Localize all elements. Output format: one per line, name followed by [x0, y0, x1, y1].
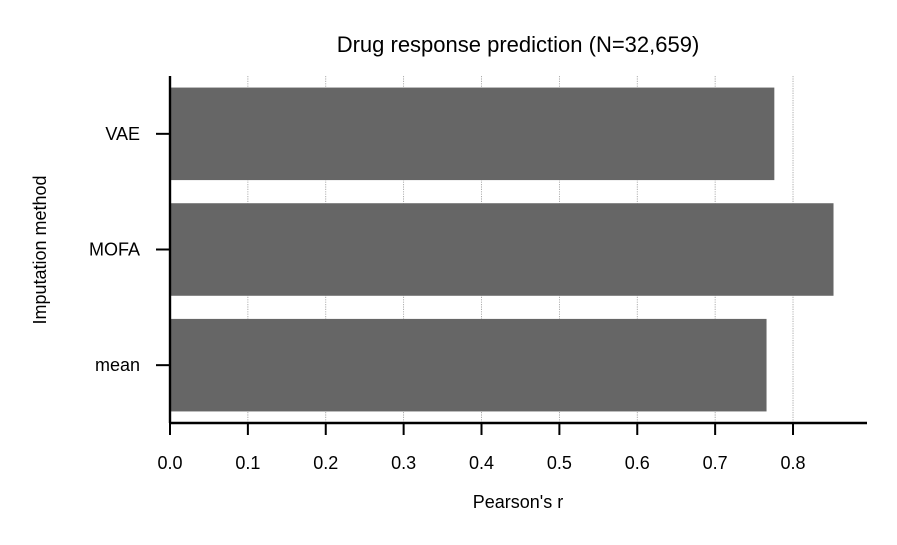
y-tick-label: mean: [95, 355, 140, 375]
x-tick-label: 0.6: [625, 453, 650, 473]
y-tick-label: VAE: [105, 124, 140, 144]
y-tick-label: MOFA: [89, 240, 140, 260]
y-axis: VAE MOFA mean: [89, 76, 172, 423]
x-tick-label: 0.1: [235, 453, 260, 473]
bar-mofa: [170, 203, 834, 296]
x-tick-label: 0.3: [391, 453, 416, 473]
bars: [170, 87, 834, 412]
x-axis-label: Pearson's r: [473, 492, 563, 512]
x-tick-label: 0.4: [469, 453, 494, 473]
y-axis-label: Imputation method: [30, 175, 50, 324]
x-tick-label: 0.0: [157, 453, 182, 473]
bar-vae: [170, 87, 775, 181]
x-tick-label: 0.7: [703, 453, 728, 473]
x-tick-label: 0.8: [781, 453, 806, 473]
chart-title: Drug response prediction (N=32,659): [337, 32, 700, 57]
x-tick-label: 0.2: [313, 453, 338, 473]
x-axis: 0.0 0.1 0.2 0.3 0.4 0.5 0.6 0.7 0.8: [157, 421, 867, 473]
bar-mean: [170, 318, 767, 412]
x-tick-label: 0.5: [547, 453, 572, 473]
